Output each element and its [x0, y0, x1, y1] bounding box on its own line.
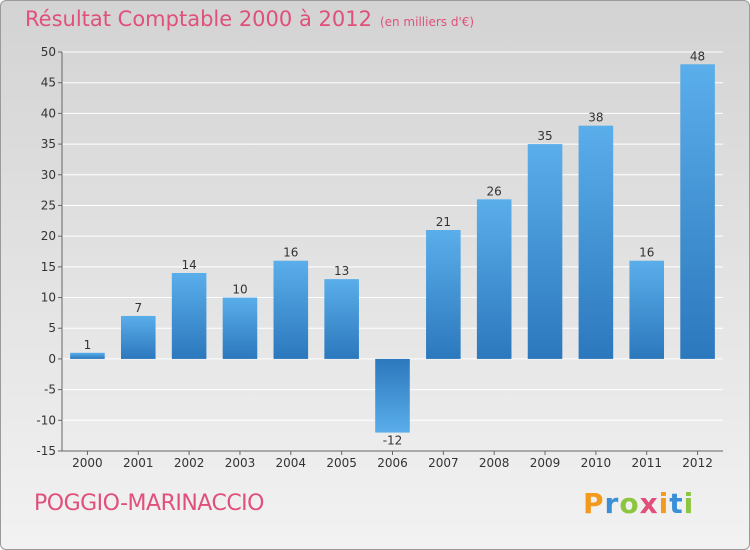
- value-label-2001: 7: [134, 301, 142, 315]
- x-tick-label-2005: 2005: [326, 456, 357, 470]
- logo-letter: i: [683, 487, 695, 520]
- x-tick-label-2010: 2010: [581, 456, 612, 470]
- y-tick-label: -5: [44, 383, 56, 397]
- chart-title-text: Résultat Comptable 2000 à 2012: [25, 7, 372, 31]
- logo-letter: P: [583, 487, 605, 520]
- x-tick-label-2008: 2008: [479, 456, 510, 470]
- chart-subtitle: (en milliers d'€): [379, 15, 475, 29]
- value-label-2005: 13: [334, 264, 349, 278]
- bar-2010: [578, 125, 614, 359]
- bar-2006: [375, 358, 410, 433]
- y-tick-label: 15: [41, 260, 56, 274]
- value-label-2012: 48: [690, 49, 705, 63]
- y-tick-label: 30: [41, 168, 56, 182]
- logo-letter: r: [604, 487, 620, 520]
- x-tick-label-2001: 2001: [123, 456, 154, 470]
- y-tick-label: 20: [41, 229, 56, 243]
- bar-2004: [273, 260, 309, 359]
- commune-name: POGGIO-MARINACCIO: [34, 491, 265, 516]
- bar-2003: [222, 297, 258, 359]
- x-tick-label-2006: 2006: [377, 456, 408, 470]
- value-label-2007: 21: [436, 215, 451, 229]
- bar-2012: [680, 64, 715, 359]
- value-label-2010: 38: [588, 111, 603, 125]
- x-tick-label-2007: 2007: [428, 456, 459, 470]
- bar-2009: [527, 144, 563, 359]
- proxiti-logo: Proxiti: [583, 487, 694, 520]
- y-tick-label: 25: [41, 198, 56, 212]
- x-tick-label-2004: 2004: [276, 456, 307, 470]
- y-tick-label: 5: [48, 321, 56, 335]
- bar-2008: [476, 199, 512, 359]
- logo-letter: t: [669, 487, 684, 520]
- x-tick-label-2003: 2003: [225, 456, 256, 470]
- bar-2002: [171, 272, 207, 359]
- bar-2007: [426, 230, 461, 359]
- value-label-2006: -12: [383, 434, 403, 448]
- value-label-2000: 1: [84, 338, 92, 352]
- y-tick-label: 10: [41, 291, 56, 305]
- logo-letter: i: [658, 487, 670, 520]
- x-tick-label-2002: 2002: [174, 456, 205, 470]
- chart-title: Résultat Comptable 2000 à 2012 (en millie…: [25, 7, 474, 31]
- y-tick-label: 40: [41, 106, 56, 120]
- value-label-2009: 35: [537, 129, 552, 143]
- logo-letter: o: [619, 487, 640, 520]
- bar-2011: [629, 260, 665, 359]
- value-label-2003: 10: [232, 283, 247, 297]
- y-tick-label: 0: [48, 352, 56, 366]
- bar-2001: [120, 315, 156, 359]
- x-tick-label-2011: 2011: [631, 456, 662, 470]
- y-tick-label: 35: [41, 137, 56, 151]
- value-label-2002: 14: [181, 258, 196, 272]
- y-tick-label: 50: [41, 45, 56, 59]
- bar-2000: [70, 352, 105, 359]
- y-tick-label: -10: [36, 413, 56, 427]
- bar-2005: [324, 279, 359, 359]
- x-tick-label-2000: 2000: [72, 456, 103, 470]
- logo-letter: x: [639, 487, 659, 520]
- x-tick-label-2009: 2009: [530, 456, 561, 470]
- value-label-2008: 26: [487, 184, 502, 198]
- value-label-2004: 16: [283, 246, 298, 260]
- y-tick-label: 45: [41, 76, 56, 90]
- y-tick-label: -15: [36, 444, 56, 458]
- x-tick-label-2012: 2012: [682, 456, 713, 470]
- value-label-2011: 16: [639, 246, 654, 260]
